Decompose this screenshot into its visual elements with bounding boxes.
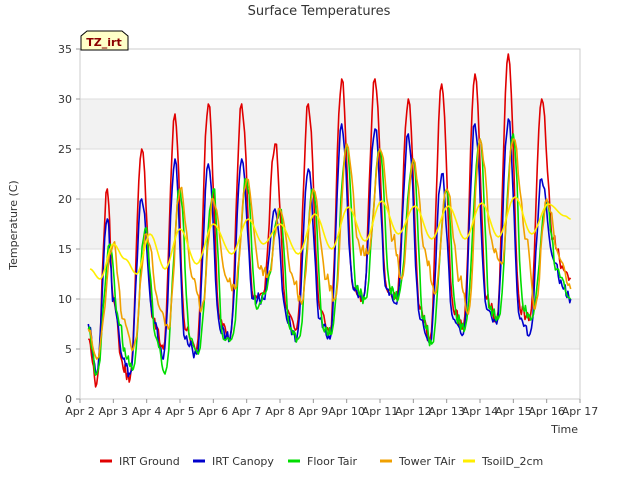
series-line-floor-tair: [87, 133, 572, 376]
grid-band: [80, 199, 580, 249]
x-tick-label: Apr 6: [199, 405, 229, 418]
x-tick-label: Apr 7: [232, 405, 262, 418]
y-tick-label: 35: [58, 43, 72, 56]
x-tick-label: Apr 9: [299, 405, 329, 418]
plot-frame: [79, 48, 581, 400]
y-tick-label: 25: [58, 143, 72, 156]
legend-label: TsoilD_2cm: [481, 455, 543, 468]
x-axis-label: Time: [550, 423, 578, 436]
y-tick-label: 0: [65, 393, 72, 406]
series-lines: [87, 53, 572, 388]
series-line-irt-ground: [87, 53, 572, 388]
x-tick-label: Apr 11: [362, 405, 399, 418]
x-axis-ticks: Apr 2 Apr 3 Apr 4 Apr 5 Apr 6 Apr 7 Apr 8 Apr 9…: [65, 399, 598, 418]
x-tick-label: Apr 10: [328, 405, 365, 418]
chart-title: Surface Temperatures: [248, 4, 391, 19]
x-tick-label: Apr 8: [265, 405, 295, 418]
y-axis-label: Temperature (C): [7, 180, 20, 270]
x-tick-label: Apr 5: [165, 405, 195, 418]
legend-label: Floor Tair: [307, 455, 358, 468]
x-tick-label: Apr 13: [428, 405, 465, 418]
y-tick-label: 10: [58, 293, 72, 306]
y-axis-ticks: 0 5 10 15 20 25 30 35: [58, 43, 80, 406]
site-label-box: [80, 30, 129, 51]
x-tick-label: Apr 15: [495, 405, 532, 418]
legend-label: Tower TAir: [398, 455, 456, 468]
x-tick-label: Apr 2: [65, 405, 95, 418]
site-label-badge: TZ_irt: [80, 30, 129, 51]
x-tick-label: Apr 4: [132, 405, 162, 418]
legend-label: IRT Canopy: [212, 455, 274, 468]
grid-band: [80, 99, 580, 149]
y-tick-label: 15: [58, 243, 72, 256]
series-line-tower-tair: [87, 138, 572, 360]
legend: IRT Ground IRT Canopy Floor Tair Tower TAir…: [100, 455, 543, 468]
x-tick-label: Apr 16: [528, 405, 565, 418]
y-tick-label: 20: [58, 193, 72, 206]
site-label: TZ_irt: [86, 36, 121, 49]
x-tick-label: Apr 3: [99, 405, 129, 418]
x-tick-label: Apr 12: [395, 405, 432, 418]
x-tick-label: Apr 17: [562, 405, 599, 418]
y-tick-label: 5: [65, 343, 72, 356]
x-tick-label: Apr 14: [462, 405, 499, 418]
series-line-tsoild-2cm: [89, 196, 571, 280]
legend-label: IRT Ground: [119, 455, 180, 468]
y-tick-label: 30: [58, 93, 72, 106]
